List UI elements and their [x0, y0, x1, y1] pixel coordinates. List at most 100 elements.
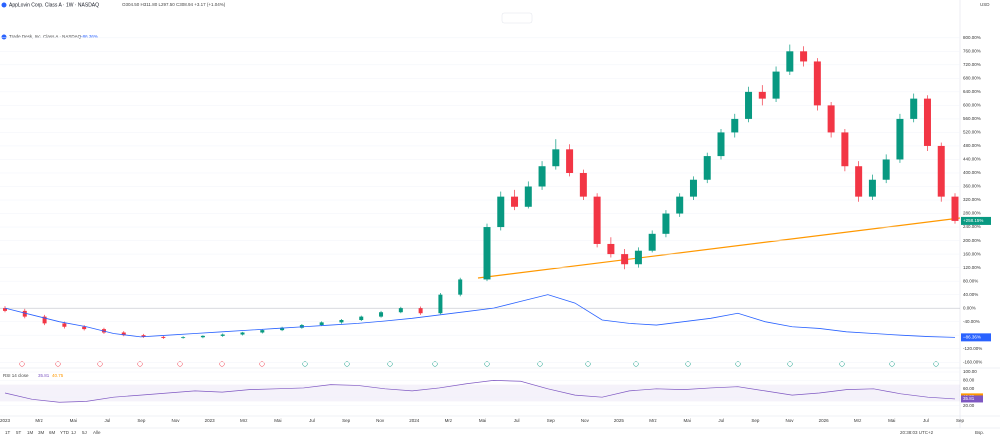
candle-body	[141, 335, 146, 337]
compare-line	[4, 294, 956, 338]
candle-body	[418, 308, 423, 314]
drawing-toolbar[interactable]	[501, 12, 533, 24]
event-marker	[19, 361, 25, 367]
candle-body	[524, 186, 532, 207]
range-button[interactable]: YTD	[60, 430, 70, 435]
clock: 20:38:03 UTC+2	[900, 430, 934, 435]
candle-body	[161, 336, 166, 338]
rsi-value: 35.81	[38, 373, 50, 378]
candle-body	[634, 250, 642, 265]
candle-body	[497, 196, 505, 228]
candle-body	[22, 310, 27, 317]
candle-body	[398, 308, 403, 313]
event-marker	[137, 361, 143, 367]
rsi-badge-label: 35.81	[963, 396, 975, 401]
currency[interactable]: USD	[980, 2, 990, 7]
y-tick-label: 720.00%	[963, 62, 981, 67]
y-tick-label: 560.00%	[963, 116, 981, 121]
event-marker	[933, 361, 939, 367]
candle-body	[772, 71, 780, 99]
event-marker	[484, 361, 490, 367]
candle-body	[200, 335, 205, 338]
price-badge	[961, 216, 991, 225]
rsi-title: RSI 14 close	[3, 373, 29, 378]
event-marker	[97, 361, 103, 367]
x-tick-label: Mai	[274, 418, 281, 423]
event-marker	[55, 361, 61, 367]
x-tick-label: Nov	[581, 418, 590, 423]
y-tick-label: 680.00%	[963, 76, 981, 81]
event-marker	[219, 361, 225, 367]
candle-body	[813, 61, 821, 106]
y-tick-label: 640.00%	[963, 89, 981, 94]
y-tick-label: 100.00	[963, 369, 977, 374]
x-tick-label: Jul	[923, 418, 929, 423]
candle-body	[566, 149, 574, 173]
x-tick-label: Sep	[751, 418, 760, 423]
range-button[interactable]: Alle	[93, 430, 101, 435]
range-button[interactable]: 5J	[82, 430, 87, 435]
x-tick-label: 2023	[0, 418, 11, 423]
candle-body	[882, 159, 890, 180]
candle-body	[621, 254, 629, 265]
range-button[interactable]: 1M	[27, 430, 34, 435]
candle-body	[359, 316, 364, 320]
y-tick-label: 80.00	[963, 378, 975, 383]
event-marker	[633, 361, 639, 367]
compare-logo	[1, 34, 7, 40]
y-tick-label: 120.00%	[963, 265, 981, 270]
x-tick-label: Mrz	[854, 418, 862, 423]
x-tick-label: Nov	[785, 418, 794, 423]
candle-body	[438, 294, 443, 314]
compare-legend[interactable]: Trade Desk, Inc. Class A · NASDAQ	[9, 34, 82, 39]
y-tick-label: 240.00%	[963, 224, 981, 229]
y-tick-label: 20.00	[963, 403, 975, 408]
candle-body	[483, 227, 491, 280]
candle-body	[379, 312, 384, 317]
compare-badge-label: −86.36%	[963, 335, 981, 340]
x-tick-label: 2023	[205, 418, 216, 423]
range-button[interactable]: 6M	[49, 430, 56, 435]
candle-body	[717, 132, 725, 157]
symbol-title[interactable]: AppLovin Corp. Class A · 1W · NASDAQ	[9, 2, 99, 8]
candle-body	[662, 213, 670, 234]
range-button[interactable]: 5T	[16, 430, 22, 435]
range-button[interactable]: 1J	[71, 430, 76, 435]
range-button[interactable]: 3M	[38, 430, 45, 435]
candle-body	[121, 332, 126, 336]
candle-body	[299, 325, 304, 328]
y-tick-label: -40.00%	[963, 319, 980, 324]
candle-body	[731, 118, 739, 133]
candle-body	[703, 156, 711, 180]
y-tick-label: 80.00%	[963, 278, 978, 283]
range-button[interactable]: 1T	[5, 430, 11, 435]
candle-body	[607, 243, 615, 255]
candle-body	[511, 196, 519, 207]
y-tick-label: -120.00%	[963, 346, 982, 351]
event-marker	[259, 361, 265, 367]
scale-button[interactable]: Bsp.	[975, 430, 984, 435]
candle-body	[42, 316, 47, 324]
y-tick-label: 520.00%	[963, 130, 981, 135]
y-tick-label: 0.00%	[963, 305, 976, 310]
candle-body	[220, 334, 225, 336]
candle-body	[648, 233, 656, 251]
candle-body	[786, 51, 794, 72]
candle-body	[181, 337, 186, 339]
candle-body	[800, 51, 808, 62]
x-tick-label: Jul	[718, 418, 724, 423]
event-marker	[735, 361, 741, 367]
y-tick-label: 480.00%	[963, 143, 981, 148]
y-tick-label: 280.00%	[963, 211, 981, 216]
x-tick-label: Mai	[684, 418, 691, 423]
compare-value: −86.36%	[80, 34, 98, 39]
x-tick-label: Mrz	[445, 418, 453, 423]
x-tick-label: Nov	[172, 418, 181, 423]
candle-body	[689, 179, 697, 197]
x-tick-label: 2024	[409, 418, 420, 423]
event-marker	[685, 361, 691, 367]
rsi-line	[4, 380, 956, 403]
event-marker	[387, 361, 393, 367]
candle-body	[910, 98, 918, 119]
x-tick-label: Sep	[956, 418, 965, 423]
